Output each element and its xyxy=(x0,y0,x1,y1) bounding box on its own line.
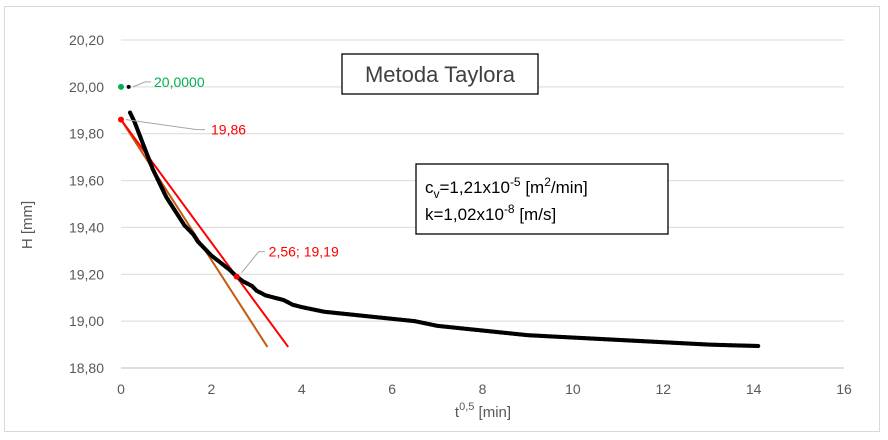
corrected-zero-marker xyxy=(118,116,124,123)
x-axis-title-rest: [min] xyxy=(474,404,511,421)
cv-unit-post: /min] xyxy=(551,178,588,197)
y-tick-label: 19,00 xyxy=(69,313,104,329)
x-tick-label: 0 xyxy=(117,381,125,397)
x-axis-title-sup: 0,5 xyxy=(459,401,474,413)
cv-symbol: c xyxy=(425,178,434,197)
annotations: 20,0000 19,86 2,56; 19,19 xyxy=(125,74,339,273)
y-tick-label: 19,60 xyxy=(69,173,104,189)
y-tick-labels: 18,80 19,00 19,20 19,40 19,60 19,80 20,00 20,20 xyxy=(69,32,104,376)
data-point xyxy=(756,343,761,349)
k-exponent: -8 xyxy=(504,202,515,216)
k-parameter: k=1,02x10-8 [m/s] xyxy=(425,202,556,224)
cv-unit-pre: [m xyxy=(521,178,545,197)
annotation-leader xyxy=(125,119,205,131)
y-tick-label: 19,40 xyxy=(69,219,104,235)
cv-exponent: -5 xyxy=(510,175,521,189)
x-tick-labels: 0 2 4 6 8 10 12 14 16 xyxy=(117,381,852,397)
t90-point-marker xyxy=(233,273,240,280)
annotation-t90-point: 2,56; 19,19 xyxy=(269,244,339,260)
y-tick-label: 20,00 xyxy=(69,79,104,95)
x-tick-label: 12 xyxy=(655,381,671,397)
x-tick-label: 6 xyxy=(388,381,396,397)
y-axis-title: H [mm] xyxy=(19,201,36,249)
y-tick-label: 20,20 xyxy=(69,32,104,48)
x-tick-label: 14 xyxy=(746,381,762,397)
annotation-initial-value: 20,0000 xyxy=(154,74,205,90)
cv-value: =1,21x10 xyxy=(440,178,510,197)
k-unit: [m/s] xyxy=(515,205,557,224)
x-axis-title-base: t xyxy=(455,404,460,421)
x-tick-label: 8 xyxy=(479,381,487,397)
initial-point-marker xyxy=(118,83,124,90)
cv-subscript: v xyxy=(434,187,440,201)
x-tick-label: 2 xyxy=(207,381,215,397)
data-point xyxy=(126,84,131,89)
cv-unit-exp: 2 xyxy=(544,175,551,189)
x-tick-label: 4 xyxy=(298,381,306,397)
k-value: k=1,02x10 xyxy=(425,205,504,224)
chart-title-box xyxy=(341,53,539,95)
cv-parameter: cv=1,21x10-5 [m2/min] xyxy=(425,175,588,201)
annotation-corrected-zero: 19,86 xyxy=(211,122,246,138)
annotation-leader xyxy=(132,81,151,88)
x-tick-label: 16 xyxy=(836,381,852,397)
x-tick-label: 10 xyxy=(565,381,581,397)
y-tick-label: 19,20 xyxy=(69,266,104,282)
parameters-box xyxy=(415,163,669,235)
chart-title: Metoda Taylora xyxy=(365,62,516,87)
series-layer xyxy=(118,83,761,349)
y-tick-label: 18,80 xyxy=(69,360,104,376)
annotation-leader xyxy=(241,251,265,273)
y-tick-label: 19,80 xyxy=(69,126,104,142)
x-axis-title: t0,5 [min] xyxy=(455,401,511,421)
